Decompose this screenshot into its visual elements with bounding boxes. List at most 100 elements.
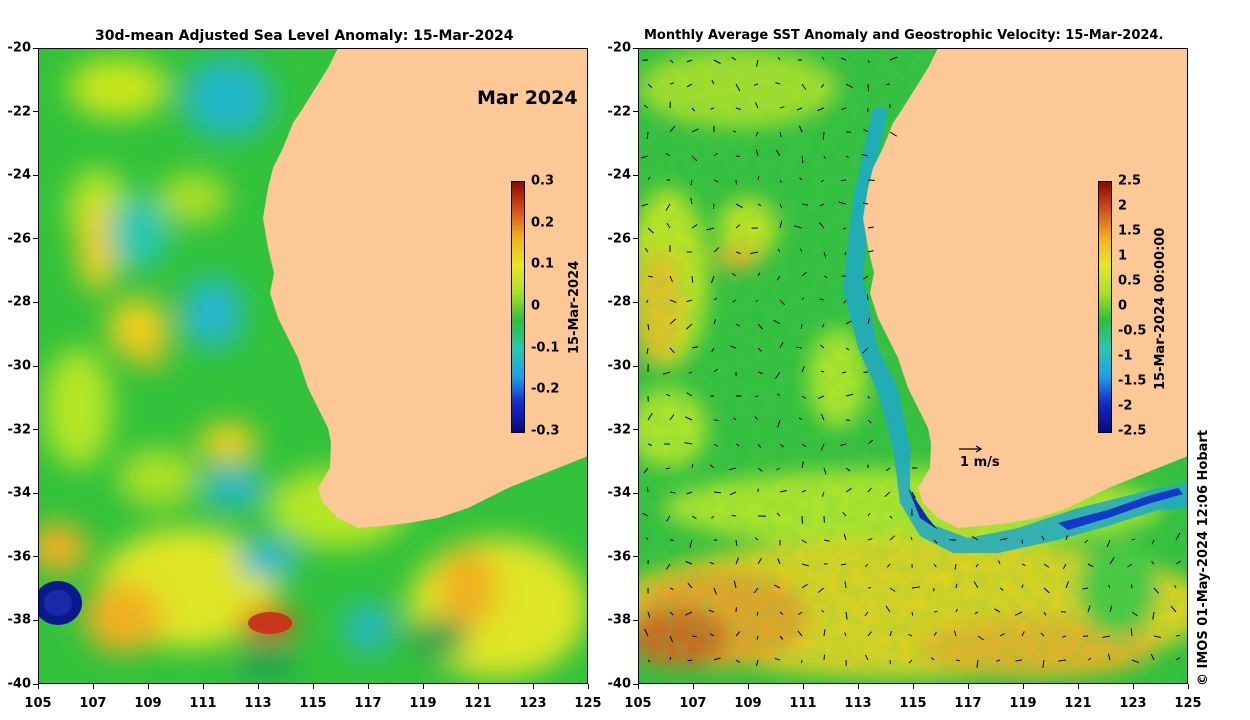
velocity-vector — [646, 347, 649, 354]
velocity-vector — [669, 59, 674, 64]
sst-colorbar-tick-label: 2.5 — [1118, 173, 1142, 189]
velocity-vector — [756, 611, 759, 616]
velocity-vector — [817, 587, 825, 593]
velocity-vector — [867, 250, 874, 253]
velocity-vector — [845, 467, 851, 472]
velocity-vector — [840, 57, 847, 61]
velocity-vector — [691, 635, 697, 638]
sst-y-tick-mark — [633, 238, 638, 240]
velocity-vector — [735, 83, 741, 92]
velocity-vector — [666, 223, 671, 229]
velocity-vector — [1043, 563, 1050, 568]
velocity-vector — [867, 226, 874, 229]
velocity-vector — [974, 611, 979, 615]
velocity-vector — [843, 533, 847, 541]
velocity-vector — [755, 299, 759, 303]
sla-y-tick-mark — [33, 301, 38, 303]
velocity-vector — [776, 467, 781, 471]
velocity-vector — [801, 366, 805, 373]
sla-x-tick-label: 121 — [464, 696, 492, 711]
sst-y-tick-label: -38 — [607, 612, 632, 628]
velocity-vector — [754, 537, 759, 541]
velocity-vector — [647, 611, 651, 618]
sst-x-tick-label: 109 — [734, 696, 762, 711]
velocity-vector — [731, 515, 737, 517]
sst-y-tick-label: -40 — [607, 676, 632, 692]
velocity-vector — [821, 56, 825, 61]
velocity-vector — [686, 83, 693, 88]
velocity-vector — [976, 659, 979, 668]
velocity-vector — [845, 393, 854, 397]
imos-credit: © IMOS 01-May-2024 12:06 Hobart — [1196, 429, 1211, 686]
velocity-vector — [953, 630, 957, 637]
velocity-vector — [844, 581, 847, 589]
velocity-vector — [713, 657, 721, 661]
velocity-vector — [864, 563, 869, 567]
velocity-vector — [691, 275, 694, 283]
velocity-vector — [713, 419, 719, 421]
velocity-vector — [647, 323, 650, 331]
velocity-vector — [754, 416, 759, 421]
velocity-vector — [886, 563, 891, 568]
velocity-vector — [798, 125, 803, 133]
velocity-vector — [1153, 587, 1160, 594]
sst-x-tick-label: 115 — [899, 696, 927, 711]
velocity-vector — [799, 248, 803, 253]
velocity-vector — [775, 371, 781, 379]
velocity-vector — [685, 323, 693, 330]
velocity-vector — [731, 56, 737, 61]
velocity-vector — [779, 490, 787, 493]
sla-x-tick-mark — [202, 684, 204, 689]
sla-map-panel[interactable]: Mar 2024 — [38, 48, 588, 684]
velocity-vector — [774, 658, 781, 661]
sst-x-tick-mark — [967, 684, 969, 689]
velocity-vector — [864, 654, 869, 661]
velocity-vector — [820, 179, 825, 183]
velocity-vector — [1131, 611, 1138, 617]
velocity-vector — [801, 443, 807, 448]
velocity-vector — [842, 227, 847, 230]
velocity-vector — [1153, 635, 1162, 638]
velocity-vector — [779, 220, 783, 229]
velocity-vector — [1062, 563, 1067, 570]
velocity-vector — [643, 104, 649, 109]
velocity-vector — [911, 491, 916, 499]
velocity-vector — [821, 323, 825, 328]
velocity-vector — [735, 443, 740, 447]
sst-map-panel[interactable] — [638, 48, 1188, 684]
velocity-vector — [691, 107, 696, 112]
sst-y-tick-mark — [633, 429, 638, 431]
sst-y-tick-mark — [633, 47, 638, 49]
velocity-vector — [777, 419, 781, 428]
sla-y-tick-label: -32 — [7, 422, 32, 438]
sla-x-tick-mark — [257, 684, 259, 689]
velocity-vector — [971, 536, 979, 541]
sst-x-tick-mark — [912, 684, 914, 689]
velocity-vector — [735, 224, 741, 229]
sst-y-tick-mark — [633, 301, 638, 303]
velocity-vector — [732, 299, 737, 303]
velocity-vector — [779, 611, 784, 615]
high-anomaly-eddy — [248, 612, 292, 634]
sst-y-tick-label: -26 — [607, 231, 632, 247]
sst-colorbar-tick-label: 1.5 — [1118, 223, 1142, 239]
velocity-vector — [687, 582, 693, 589]
velocity-vector — [821, 609, 825, 613]
sst-y-tick-mark — [633, 174, 638, 176]
velocity-vector — [908, 659, 913, 664]
velocity-vector — [823, 275, 828, 279]
velocity-vector — [1174, 585, 1177, 589]
velocity-vector — [647, 275, 653, 278]
velocity-vector — [735, 323, 740, 327]
velocity-vector — [669, 318, 677, 325]
sst-colorbar-tick-label: 2 — [1118, 198, 1128, 214]
sst-map-canvas — [638, 48, 1188, 684]
velocity-vector — [691, 346, 699, 349]
velocity-vector — [710, 275, 715, 284]
sst-x-tick-label: 125 — [1174, 696, 1202, 711]
velocity-vector — [666, 515, 671, 522]
sla-x-tick-mark — [147, 684, 149, 689]
velocity-vector — [669, 82, 674, 85]
velocity-vector — [665, 563, 671, 570]
sst-x-tick-label: 105 — [624, 696, 652, 711]
